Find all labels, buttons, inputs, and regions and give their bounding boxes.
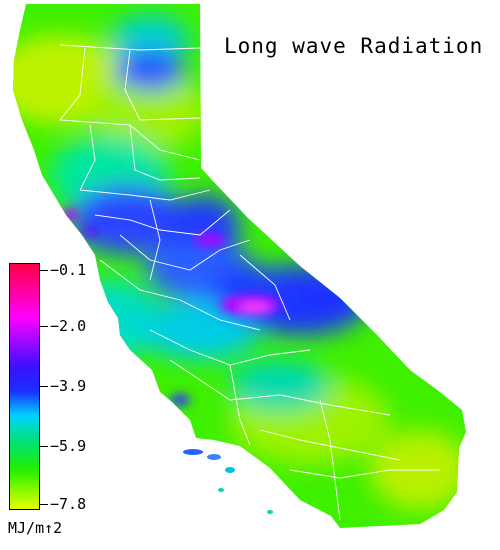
colorbar-tick (40, 386, 48, 387)
colorbar-tick-label: −3.9 (50, 377, 87, 395)
colorbar-tick-label: −5.9 (50, 437, 87, 455)
colorbar-unit: MJ/m↑2 (8, 519, 63, 537)
colorbar-tick-label: −0.1 (50, 261, 87, 279)
colorbar-tick-label: −2.0 (50, 317, 87, 335)
colorbar-tick (40, 504, 48, 505)
map-title: Long wave Radiation (224, 34, 484, 58)
colorbar-tick-label: −7.8 (50, 495, 87, 513)
colorbar (9, 263, 40, 510)
colorbar-tick (40, 326, 48, 327)
channel-islands (183, 449, 273, 514)
colorbar-tick (40, 446, 48, 447)
colorbar-tick (40, 270, 48, 271)
county-boundaries (59, 44, 440, 521)
